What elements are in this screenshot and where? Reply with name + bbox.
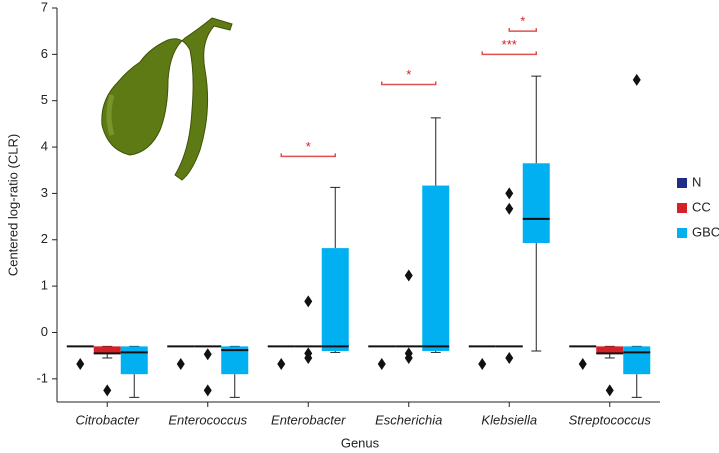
box <box>623 346 651 375</box>
gallbladder-illustration <box>101 17 233 181</box>
y-tick-label: 4 <box>41 138 48 153</box>
y-tick-label: 7 <box>41 0 48 14</box>
box <box>93 346 121 354</box>
y-tick-label: 1 <box>41 278 48 293</box>
y-tick-label: 0 <box>41 324 48 339</box>
outlier <box>632 73 641 86</box>
outlier <box>377 357 386 370</box>
significance-label: * <box>406 67 411 82</box>
outlier <box>404 269 413 282</box>
x-tick-label: Citrobacter <box>75 412 139 427</box>
significance-label: * <box>520 14 525 29</box>
outlier <box>76 357 85 370</box>
outlier <box>505 351 514 364</box>
x-tick-label: Enterococcus <box>168 412 247 427</box>
outlier <box>304 295 313 308</box>
box <box>321 248 349 352</box>
outlier <box>505 202 514 215</box>
legend-swatch <box>677 203 687 213</box>
outlier <box>176 357 185 370</box>
significance-bracket <box>508 28 537 32</box>
legend-label: CC <box>692 199 711 214</box>
y-tick-label: 5 <box>41 92 48 107</box>
outlier <box>103 384 112 397</box>
y-axis-label: Centered log-ratio (CLR) <box>5 134 20 276</box>
outlier <box>304 351 313 364</box>
legend-label: GBC <box>692 224 719 239</box>
x-tick-label: Klebsiella <box>481 412 537 427</box>
legend-swatch <box>677 228 687 238</box>
x-tick-label: Streptococcus <box>569 412 652 427</box>
outlier <box>578 357 587 370</box>
significance-label: * <box>306 139 311 154</box>
x-tick-label: Enterobacter <box>271 412 346 427</box>
y-tick-label: 3 <box>41 185 48 200</box>
box <box>522 163 550 244</box>
significance-bracket <box>481 51 537 56</box>
box <box>120 346 148 375</box>
outlier <box>478 357 487 370</box>
x-axis-label: Genus <box>341 435 380 450</box>
box <box>596 346 624 354</box>
y-tick-label: 2 <box>41 231 48 246</box>
box <box>422 185 450 352</box>
significance-bracket <box>280 153 336 158</box>
outlier <box>203 384 212 397</box>
legend-swatch <box>677 178 687 188</box>
significance-label: *** <box>502 37 517 52</box>
outlier <box>605 384 614 397</box>
x-tick-label: Escherichia <box>375 412 442 427</box>
y-tick-label: 6 <box>41 46 48 61</box>
outlier <box>505 187 514 200</box>
outlier <box>404 351 413 364</box>
outlier <box>277 357 286 370</box>
y-tick-label: -1 <box>36 370 48 385</box>
significance-bracket <box>381 81 437 86</box>
legend-label: N <box>692 174 701 189</box>
outlier <box>203 348 212 361</box>
